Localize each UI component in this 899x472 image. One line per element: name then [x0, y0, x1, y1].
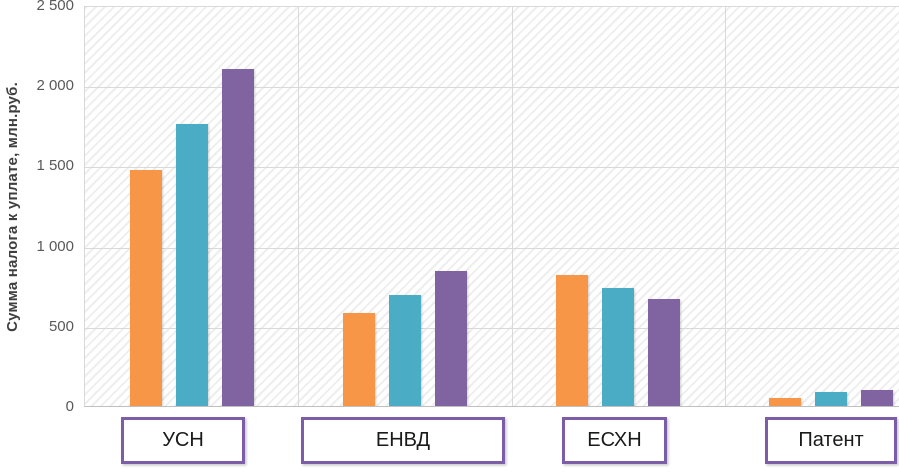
category-box-ЕНВД: ЕНВД — [301, 417, 505, 464]
y-tick-label: 1 500 — [36, 157, 74, 175]
bar-Патент-series-orange — [769, 397, 802, 406]
bar-ЕНВД-series-teal — [388, 295, 421, 406]
bar-УСН-series-purple — [221, 69, 254, 406]
category-slot-Патент — [725, 7, 899, 406]
bar-ЕСХН-series-purple — [648, 298, 681, 406]
horizontal-gridline — [85, 167, 899, 169]
bar-ЕНВД-series-orange — [342, 312, 375, 406]
horizontal-gridline — [85, 247, 899, 249]
y-tick-label: 1 000 — [36, 237, 74, 255]
plot-area — [84, 6, 899, 407]
horizontal-gridline — [85, 87, 899, 89]
category-box-УСН: УСН — [121, 417, 245, 464]
bar-УСН-series-orange — [129, 170, 162, 406]
vertical-gridline — [511, 7, 513, 406]
bar-УСН-series-teal — [175, 123, 208, 406]
y-tick-label: 500 — [48, 317, 74, 335]
bar-ЕСХН-series-teal — [602, 288, 635, 406]
bar-ЕНВД-series-purple — [434, 271, 467, 406]
bar-Патент-series-purple — [861, 389, 894, 406]
y-tick-label: 0 — [65, 398, 74, 415]
category-box-Патент: Патент — [765, 417, 897, 464]
vertical-gridline — [724, 7, 726, 406]
bar-Патент-series-teal — [815, 392, 848, 406]
vertical-gridline — [298, 7, 300, 406]
category-slot-ЕСХН — [512, 7, 725, 406]
bar-ЕСХН-series-orange — [556, 275, 589, 406]
category-slot-УСН — [85, 7, 298, 406]
y-axis-tick-labels: 0 500 1 000 1 500 2 000 2 500 — [0, 0, 76, 415]
horizontal-gridline — [85, 327, 899, 329]
category-slot-ЕНВД — [298, 7, 511, 406]
category-box-ЕСХН: ЕСХН — [562, 417, 667, 464]
y-tick-label: 2 500 — [36, 0, 74, 14]
y-tick-label: 2 000 — [36, 77, 74, 95]
